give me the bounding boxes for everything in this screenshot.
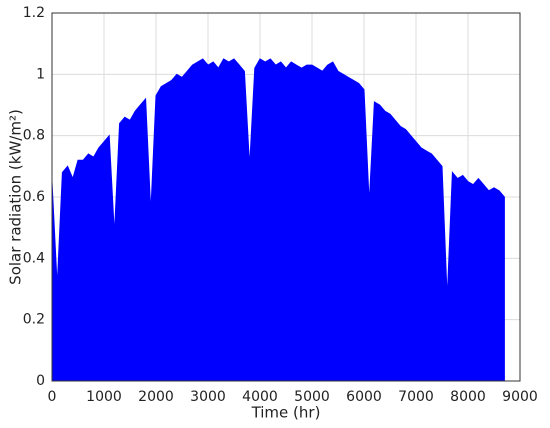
x-tick-label: 0 (48, 389, 57, 405)
y-tick-label: 0.8 (23, 128, 45, 144)
y-tick-label: 1 (36, 66, 45, 82)
x-tick-label: 4000 (242, 389, 278, 405)
y-tick-label: 0.6 (23, 189, 45, 205)
x-tick-label: 7000 (398, 389, 434, 405)
x-tick-label: 1000 (86, 389, 122, 405)
x-axis-label: Time (hr) (251, 404, 321, 422)
x-tick-label: 3000 (190, 389, 226, 405)
x-tick-label: 8000 (450, 389, 486, 405)
y-tick-label: 0 (36, 373, 45, 389)
y-tick-label: 1.2 (23, 5, 45, 21)
y-tick-label: 0.2 (23, 312, 45, 328)
x-tick-label: 2000 (138, 389, 174, 405)
y-tick-label: 0.4 (23, 250, 45, 266)
x-tick-label: 5000 (294, 389, 330, 405)
x-tick-label: 9000 (502, 389, 538, 405)
plot-frame (51, 12, 521, 382)
x-tick-label: 6000 (346, 389, 382, 405)
area (51, 58, 505, 382)
y-axis-label: Solar radiation (kW/m²) (7, 109, 25, 285)
